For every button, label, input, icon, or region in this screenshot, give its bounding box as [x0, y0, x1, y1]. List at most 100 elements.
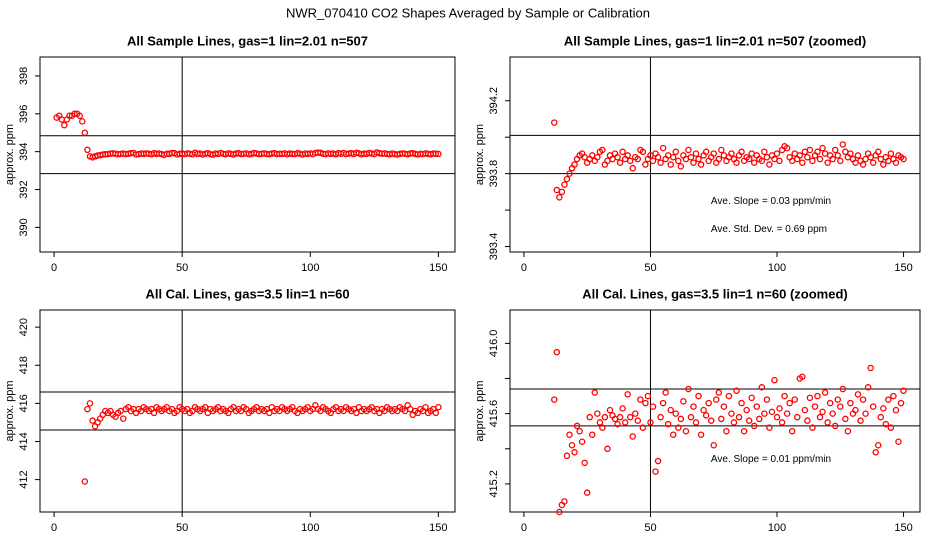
point: [819, 408, 826, 416]
x-tick-label: 100: [768, 522, 786, 534]
point: [806, 394, 814, 402]
point: [877, 413, 885, 421]
point: [614, 420, 621, 428]
point: [432, 409, 440, 417]
point: [783, 144, 791, 152]
point: [718, 415, 725, 423]
point: [667, 161, 674, 168]
y-tick-label: 412: [18, 470, 30, 488]
y-axis-label: approx. ppm: [4, 380, 16, 441]
point: [626, 157, 634, 165]
point: [687, 413, 695, 421]
point: [654, 153, 662, 161]
point: [659, 144, 667, 152]
point: [839, 385, 847, 393]
point: [606, 406, 614, 414]
point: [680, 398, 687, 405]
y-axis-label: approx. ppm: [474, 124, 486, 185]
point: [821, 389, 829, 396]
point: [675, 157, 682, 165]
point: [700, 406, 707, 414]
point: [773, 150, 781, 157]
point: [804, 153, 811, 161]
point: [690, 403, 697, 410]
y-tick-label: 415.6: [488, 400, 500, 428]
point: [887, 150, 895, 157]
point: [76, 112, 83, 119]
point: [644, 392, 652, 400]
point: [895, 438, 902, 445]
point: [702, 148, 710, 156]
point: [589, 431, 596, 438]
point: [766, 424, 773, 431]
point: [563, 175, 571, 183]
point: [637, 396, 644, 403]
point: [844, 427, 852, 435]
point: [654, 457, 662, 465]
annotation: Ave. Std. Dev. = 0.69 ppm: [711, 224, 827, 235]
point: [566, 170, 573, 177]
point: [745, 155, 753, 163]
point: [799, 373, 806, 380]
point: [84, 405, 91, 413]
point: [761, 410, 768, 417]
point: [814, 148, 821, 156]
point: [900, 387, 907, 395]
point: [768, 408, 776, 416]
point: [690, 159, 697, 166]
point: [725, 392, 733, 400]
point: [84, 146, 91, 154]
point: [756, 415, 763, 423]
point: [859, 396, 867, 403]
point: [632, 410, 639, 417]
point: [583, 489, 591, 496]
point: [662, 389, 669, 396]
point: [854, 391, 862, 398]
point: [743, 406, 750, 414]
point: [672, 148, 680, 156]
point: [435, 403, 442, 411]
point: [639, 148, 647, 156]
point: [647, 419, 654, 426]
point: [776, 157, 783, 165]
y-tick-label: 396: [18, 105, 30, 123]
y-tick-label: 416: [18, 394, 30, 412]
point: [599, 146, 606, 154]
point: [748, 394, 755, 402]
point: [758, 157, 766, 165]
point: [816, 413, 824, 421]
point: [882, 420, 890, 428]
point: [687, 153, 695, 161]
point: [730, 419, 738, 426]
point: [566, 431, 573, 438]
point: [809, 424, 816, 431]
point: [697, 431, 705, 438]
point: [761, 148, 768, 156]
point: [809, 157, 816, 165]
plot-frame: [39, 56, 456, 253]
point: [900, 155, 907, 163]
panel-title: All Cal. Lines, gas=3.5 lin=1 n=60: [145, 286, 349, 301]
point: [568, 442, 576, 449]
point: [672, 410, 680, 417]
point: [826, 399, 834, 407]
point: [120, 415, 127, 422]
point: [594, 410, 601, 417]
point: [733, 387, 740, 395]
y-tick-label: 415.2: [488, 470, 500, 498]
point: [677, 163, 685, 170]
annotation: Ave. Slope = 0.03 ppm/min: [711, 196, 831, 207]
point: [806, 146, 814, 154]
point: [829, 155, 836, 163]
point: [586, 413, 593, 421]
point: [81, 478, 89, 485]
point: [897, 399, 905, 407]
y-tick-label: 418: [18, 356, 30, 374]
point: [715, 389, 723, 396]
point: [766, 161, 773, 168]
y-tick-label: 393.8: [488, 160, 500, 188]
point: [619, 148, 626, 156]
point: [874, 148, 882, 156]
point: [571, 161, 578, 168]
